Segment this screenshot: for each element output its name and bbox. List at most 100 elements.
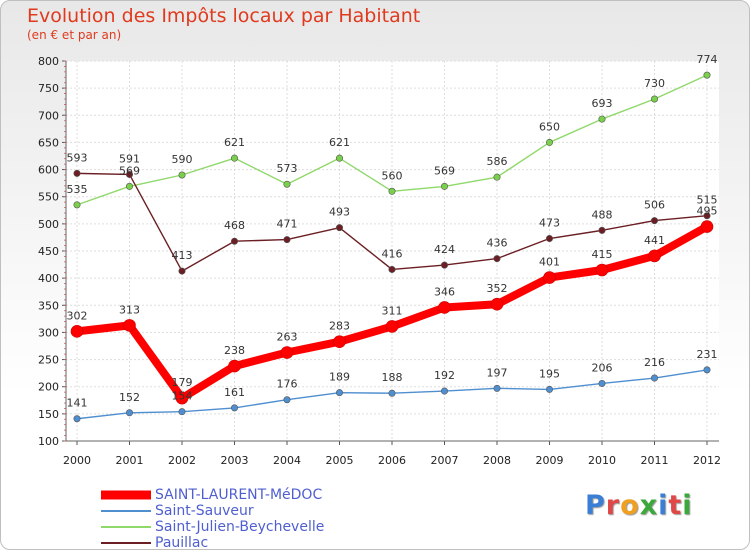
data-label: 188 <box>382 371 403 384</box>
data-label: 216 <box>644 356 665 369</box>
data-label: 436 <box>487 237 508 250</box>
data-point <box>545 385 553 393</box>
data-label: 195 <box>539 367 560 380</box>
data-label: 621 <box>224 136 245 149</box>
data-point <box>543 271 556 284</box>
data-point <box>490 297 504 311</box>
data-point <box>335 224 343 232</box>
data-point <box>335 389 343 397</box>
legend-swatch <box>101 526 151 528</box>
y-tick-label: 350 <box>38 299 59 312</box>
data-point <box>388 265 396 273</box>
y-tick-label: 700 <box>38 109 59 122</box>
data-label: 352 <box>487 282 508 295</box>
data-point <box>283 236 291 244</box>
data-point <box>126 409 134 417</box>
data-point <box>493 384 501 392</box>
y-tick-label: 150 <box>38 408 59 421</box>
logo-letter: t <box>668 490 683 521</box>
data-label: 535 <box>67 183 88 196</box>
y-tick-label: 250 <box>38 354 59 367</box>
y-tick-label: 200 <box>38 381 59 394</box>
data-label: 650 <box>539 120 560 133</box>
data-point <box>73 415 81 423</box>
data-point <box>598 115 606 123</box>
y-tick-label: 750 <box>38 82 59 95</box>
data-point <box>440 387 448 395</box>
data-label: 515 <box>697 194 718 207</box>
data-label: 152 <box>119 391 140 404</box>
x-tick-label: 2012 <box>693 454 721 467</box>
logo-letter: r <box>605 490 621 521</box>
data-label: 197 <box>487 366 508 379</box>
legend-label: Pauillac <box>155 535 209 550</box>
logo-letter: P <box>585 490 606 521</box>
y-tick-label: 600 <box>38 164 59 177</box>
data-label: 569 <box>434 164 455 177</box>
x-tick-label: 2003 <box>221 454 249 467</box>
x-tick-label: 2008 <box>483 454 511 467</box>
data-point <box>385 320 399 333</box>
legend-swatch <box>101 510 151 512</box>
logo-letter: x <box>639 490 659 521</box>
data-label: 161 <box>224 386 245 399</box>
y-tick-label: 300 <box>38 326 59 339</box>
data-point <box>280 346 294 359</box>
data-label: 569 <box>119 164 140 177</box>
y-tick-label: 650 <box>38 136 59 149</box>
data-point <box>126 170 134 178</box>
x-tick-label: 2011 <box>641 454 669 467</box>
data-label: 593 <box>67 151 88 164</box>
data-point <box>231 154 239 162</box>
data-label: 473 <box>539 217 560 230</box>
legend-swatch <box>101 490 151 500</box>
logo-letter: i <box>658 490 669 521</box>
data-point <box>493 255 501 263</box>
data-point <box>283 396 291 404</box>
data-point <box>228 359 241 373</box>
data-point <box>440 261 448 269</box>
data-point <box>650 217 658 225</box>
data-point <box>493 173 501 181</box>
data-label: 176 <box>277 378 298 391</box>
data-point <box>703 71 711 79</box>
legend-label: SAINT-LAURENT-MéDOC <box>155 487 323 503</box>
data-point <box>178 408 186 416</box>
x-tick-label: 2006 <box>378 454 406 467</box>
data-label: 495 <box>697 205 718 218</box>
x-tick-label: 2005 <box>326 454 354 467</box>
data-label: 471 <box>277 218 298 231</box>
data-label: 468 <box>224 219 245 232</box>
data-point <box>545 235 553 243</box>
data-point <box>545 138 553 146</box>
data-point <box>700 220 714 233</box>
data-point <box>595 263 609 277</box>
data-point <box>388 187 396 195</box>
data-label: 283 <box>329 320 350 333</box>
data-point <box>70 325 84 338</box>
y-tick-label: 450 <box>38 245 59 258</box>
data-point <box>123 319 136 332</box>
y-tick-label: 550 <box>38 191 59 204</box>
data-label: 302 <box>67 309 88 322</box>
data-label: 416 <box>382 247 403 260</box>
data-label: 192 <box>434 369 455 382</box>
data-point <box>598 379 606 387</box>
proxiti-logo: Proxiti <box>585 490 693 521</box>
legend-swatch <box>101 542 151 544</box>
data-label: 506 <box>644 199 665 212</box>
data-label: 441 <box>644 234 665 247</box>
data-label: 488 <box>592 208 613 221</box>
data-label: 263 <box>277 331 298 344</box>
x-tick-label: 2009 <box>536 454 564 467</box>
data-point <box>178 267 186 275</box>
data-point <box>703 212 711 220</box>
y-tick-label: 500 <box>38 218 59 231</box>
x-tick-label: 2007 <box>431 454 459 467</box>
y-tick-label: 100 <box>38 435 59 448</box>
data-label: 730 <box>644 77 665 90</box>
data-point <box>440 182 448 190</box>
data-point <box>73 169 81 177</box>
